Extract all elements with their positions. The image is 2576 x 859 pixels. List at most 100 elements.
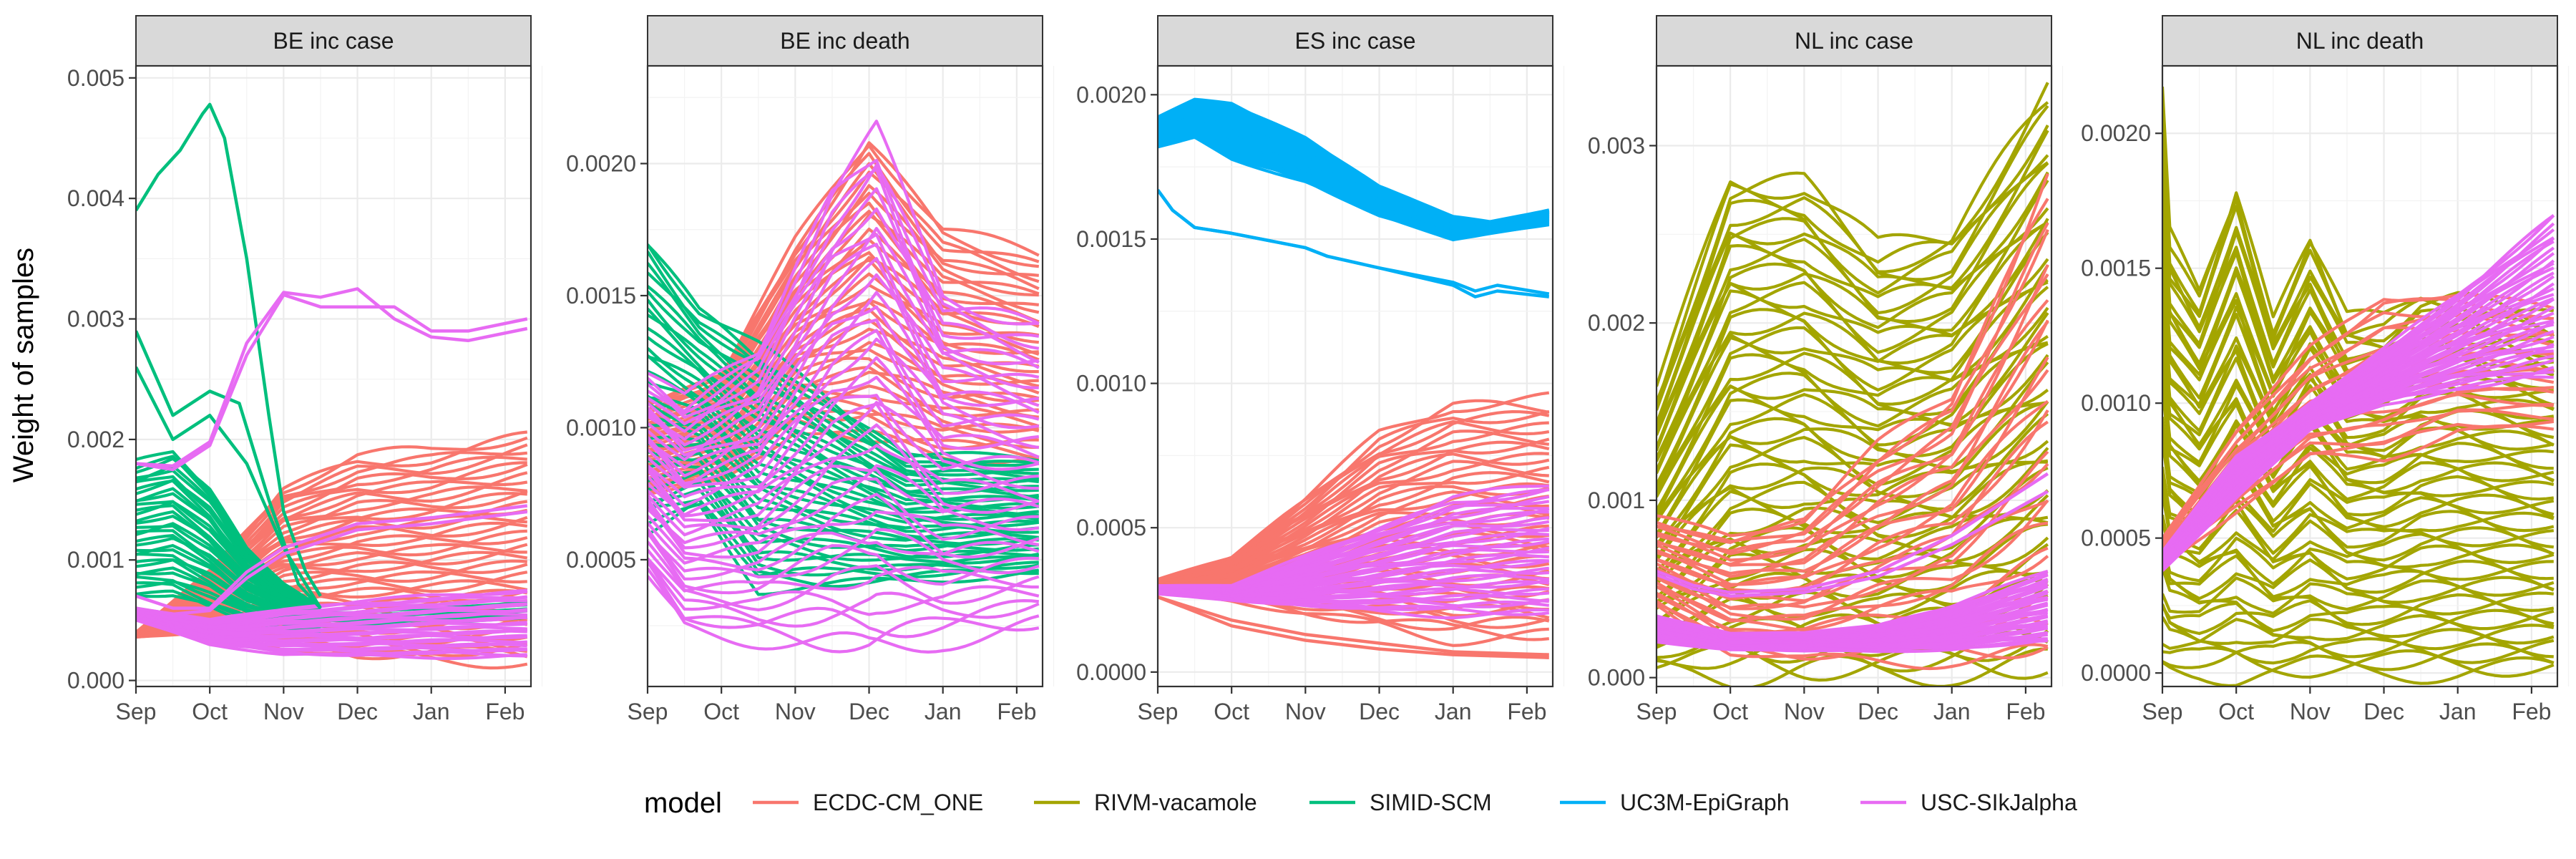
panel-4: NL inc case 0.000 0.001 0.002 0.003 Sep Oct Nov…: [1588, 15, 2064, 724]
series-line: [648, 187, 1040, 426]
series-line: [648, 271, 1039, 475]
y-tick-label: 0.001: [1588, 487, 1645, 513]
series-line: [648, 444, 1040, 537]
series-line: [648, 375, 1040, 508]
series-line: [136, 529, 527, 636]
series-line: [648, 158, 1040, 415]
series-line: [648, 329, 1040, 489]
panel-3: ES inc case 0.0000 0.0005 0.0010 0.0015 0.002…: [1076, 15, 1565, 724]
series-line: [136, 455, 527, 634]
series-line-USC-SIkJalpha: [136, 504, 528, 610]
x-tick-label: Oct: [2218, 699, 2254, 724]
series-line: [2162, 545, 2555, 604]
series-line: [1657, 356, 2049, 586]
series-line: [1158, 421, 1549, 583]
series-line: [136, 590, 528, 621]
series-line: [648, 318, 1040, 485]
x-tick-label: Feb: [2006, 699, 2045, 724]
series-line: [136, 487, 321, 617]
series-line: [1657, 412, 2049, 549]
series-line: [648, 492, 1040, 572]
series-line-ECDC-CM_ONE: [1158, 595, 1549, 659]
series-line-USC-SIkJalpha: [1657, 472, 2049, 594]
series-line: [1657, 278, 2049, 486]
x-tick-label: Jan: [1435, 699, 1472, 724]
series-line: [136, 571, 528, 637]
series-line: [2162, 599, 2555, 639]
series-line: [1657, 299, 2049, 566]
series-line: [136, 492, 527, 635]
series-line: [136, 450, 322, 609]
series-line: [648, 346, 1040, 506]
series-line: [2162, 492, 2554, 586]
series-line: [2162, 547, 2555, 616]
series-line: [1657, 101, 2049, 403]
series-line: [648, 314, 1039, 492]
x-tick-label: Jan: [2439, 699, 2477, 724]
series-band-USC-SIkJalpha: [136, 588, 528, 660]
y-tick-label: 0.0005: [1076, 515, 1146, 540]
series-line-USC-SIkJalpha: [136, 510, 528, 616]
series-line-ECDC-CM_ONE: [1158, 595, 1549, 656]
x-tick-label: Sep: [116, 699, 157, 724]
series-line: [2162, 601, 2555, 645]
series-line: [648, 477, 1039, 559]
series-line: [648, 528, 1040, 578]
x-tick-label: Nov: [2290, 699, 2331, 724]
series-line: [2162, 364, 2555, 485]
facet-strip: [2162, 15, 2558, 67]
y-tick-label: 0.004: [67, 185, 125, 211]
series-line: [1657, 228, 2049, 543]
series-line: [648, 256, 1040, 442]
series-line: [2162, 616, 2555, 665]
facet-title: NL inc case: [1795, 28, 1913, 54]
series-band-USC-SIkJalpha: [648, 120, 1040, 654]
series-line: [1657, 82, 2049, 387]
y-tick-label: 0.003: [1588, 132, 1645, 158]
x-tick-label: Feb: [997, 699, 1036, 724]
y-tick-label: 0.0005: [566, 547, 636, 573]
x-tick-label: Sep: [628, 699, 668, 724]
series-line: [648, 557, 1040, 616]
series-line: [648, 465, 1040, 550]
series-line: [648, 423, 1040, 530]
x-tick-label: Feb: [2512, 699, 2551, 724]
legend-label: UC3M-EpiGraph: [1620, 790, 1790, 815]
series-line: [648, 227, 1039, 441]
series-line: [1657, 161, 2049, 432]
series-line: [2162, 554, 2555, 612]
series-line-USC-SIkJalpha: [136, 293, 528, 472]
x-tick-label: Oct: [703, 699, 739, 724]
facet-strip: [1656, 15, 2052, 67]
series-group: [2162, 86, 2555, 686]
x-tick-label: Feb: [1507, 699, 1546, 724]
y-tick-label: 0.002: [1588, 310, 1645, 336]
series-line: [2162, 214, 2555, 553]
y-tick-label: 0.0010: [1076, 371, 1146, 397]
panel-2: BE inc death 0.0005 0.0010 0.0015 0.0020 Sep O…: [566, 15, 1055, 724]
series-line: [1158, 410, 1550, 583]
series-line: [648, 356, 1040, 499]
series-line: [1657, 341, 2049, 518]
series-line: [2162, 641, 2555, 671]
series-line: [1657, 460, 2048, 576]
panel-5: NL inc death 0.0000 0.0005 0.0010 0.0015 0.00…: [2081, 15, 2570, 724]
series-band-UC3M-EpiGraph: [1158, 97, 1550, 242]
series-line-SIMID-SCM: [136, 366, 322, 609]
x-tick-label: Dec: [337, 699, 378, 724]
series-line-SIMID-SCM: [136, 102, 322, 597]
facet-strip: [135, 15, 532, 67]
panels-layer: BE inc case 0.000 0.001 0.002 0.003 0.004 0.00…: [67, 15, 2570, 724]
facet-strip: [647, 15, 1043, 67]
series-line: [648, 459, 1039, 559]
x-tick-label: Jan: [924, 699, 962, 724]
series-line: [1657, 521, 2049, 623]
x-tick-label: Oct: [1214, 699, 1249, 724]
y-tick-label: 0.003: [67, 306, 125, 332]
series-line: [136, 510, 321, 621]
series-line: [648, 548, 1039, 593]
x-tick-label: Sep: [2142, 699, 2183, 724]
series-line: [648, 567, 1040, 654]
series-line: [648, 464, 1040, 545]
